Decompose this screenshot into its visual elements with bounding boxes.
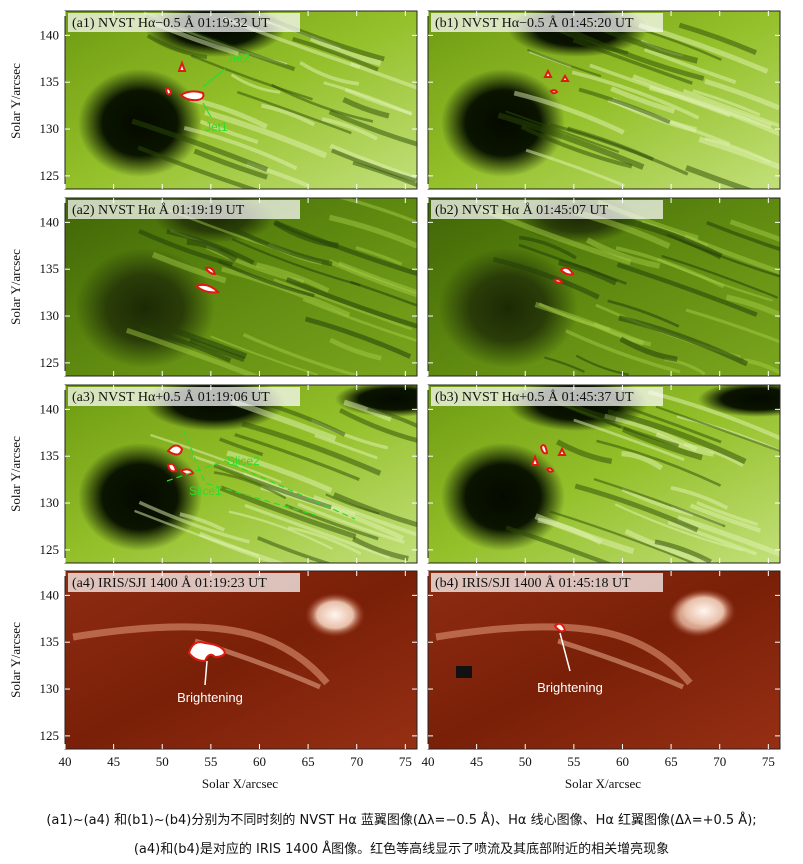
xtick-label: 40 xyxy=(59,754,72,769)
xtick-label: 65 xyxy=(665,754,678,769)
xtick-label: 50 xyxy=(156,754,169,769)
ytick-label: 125 xyxy=(40,542,60,557)
ytick-label: 125 xyxy=(40,355,60,370)
panel-b3-title: (b3) NVST Hα+0.5 Å 01:45:37 UT xyxy=(435,389,634,405)
ylabel-row4: Solar Y/arcsec xyxy=(8,622,23,698)
panel-b3-title-box xyxy=(431,387,663,406)
panel-b1-title-box xyxy=(431,13,663,32)
xtick-label: 45 xyxy=(107,754,120,769)
panel-a2-title: (a2) NVST Hα Å 01:19:19 UT xyxy=(72,202,245,218)
ytick-label: 135 xyxy=(40,261,60,276)
ytick-label: 135 xyxy=(40,74,60,89)
contour xyxy=(543,68,553,78)
xtick-label: 70 xyxy=(350,754,363,769)
ytick-label: 125 xyxy=(40,168,60,183)
ytick-label: 135 xyxy=(40,634,60,649)
ylabel-row1: Solar Y/arcsec xyxy=(8,63,23,139)
panel-a3-title-box xyxy=(68,387,300,406)
contour xyxy=(530,454,540,466)
panel-b2: (b2) NVST Hα Å 01:45:07 UT xyxy=(427,197,781,377)
ytick-label: 125 xyxy=(40,728,60,743)
brightening-label: Brightening xyxy=(177,690,243,705)
jet1-label: Jet1 xyxy=(205,120,228,134)
contour xyxy=(166,444,184,456)
ytick-label: 135 xyxy=(40,448,60,463)
ytick-label: 130 xyxy=(40,495,60,510)
panel-a1-title-box xyxy=(68,13,300,32)
panel-a4: (a4) IRIS/SJI 1400 Å 01:19:23 UT 125 130 13… xyxy=(40,570,418,769)
panel-b1-title: (b1) NVST Hα−0.5 Å 01:45:20 UT xyxy=(435,15,634,31)
ylabel-row3: Solar Y/arcsec xyxy=(8,436,23,512)
panel-a4-title: (a4) IRIS/SJI 1400 Å 01:19:23 UT xyxy=(72,575,267,591)
panel-a3: (a3) NVST Hα+0.5 Å 01:19:06 UT 125 130 135 1… xyxy=(40,384,418,564)
ytick-label: 140 xyxy=(40,214,60,229)
xtick-label: 50 xyxy=(519,754,532,769)
panel-a1: (a1) NVST Hα−0.5 Å 01:19:32 UT 125 130 135 1… xyxy=(40,10,418,190)
xtick-label: 60 xyxy=(616,754,629,769)
caption-line-1: (a1)~(a4) 和(b1)~(b4)分别为不同时刻的 NVST Hα 蓝翼图… xyxy=(46,813,757,828)
jet2-label: Jet2 xyxy=(227,51,250,65)
panel-a3-title: (a3) NVST Hα+0.5 Å 01:19:06 UT xyxy=(72,389,270,405)
panel-b4: (b4) IRIS/SJI 1400 Å 01:45:18 UT 40 45 50 55… xyxy=(422,570,781,769)
panel-b1: (b1) NVST Hα−0.5 Å 01:45:20 UT xyxy=(427,10,781,190)
contour xyxy=(179,90,205,102)
slice1-label: Slice1 xyxy=(189,484,222,498)
panel-a2: (a2) NVST Hα Å 01:19:19 UT 125 130 135 140 xyxy=(40,197,418,377)
xlabel-left: Solar X/arcsec xyxy=(202,776,278,791)
contour xyxy=(552,278,564,284)
contour xyxy=(553,622,567,633)
contour xyxy=(164,87,173,96)
contour xyxy=(545,467,555,473)
xtick-label: 70 xyxy=(713,754,726,769)
xtick-label: 60 xyxy=(253,754,266,769)
ylabel-row2: Solar Y/arcsec xyxy=(8,249,23,325)
contour xyxy=(539,444,549,455)
contour xyxy=(560,74,570,82)
panel-b2-title-box xyxy=(431,200,663,219)
panel-b2-title: (b2) NVST Hα Å 01:45:07 UT xyxy=(435,202,609,218)
contour xyxy=(557,446,567,456)
contour xyxy=(193,283,221,294)
xtick-label: 55 xyxy=(567,754,580,769)
contour xyxy=(549,89,559,95)
xtick-label: 75 xyxy=(399,754,412,769)
slice2-label: Slice2 xyxy=(227,454,260,468)
ytick-label: 130 xyxy=(40,308,60,323)
ytick-label: 140 xyxy=(40,27,60,42)
panel-a1-title: (a1) NVST Hα−0.5 Å 01:19:32 UT xyxy=(72,15,270,31)
contour xyxy=(177,60,187,72)
contour xyxy=(187,641,227,663)
contour xyxy=(204,266,217,276)
ytick-label: 130 xyxy=(40,121,60,136)
panel-a4-title-box xyxy=(68,573,300,592)
caption-line-2: (a4)和(b4)是对应的 IRIS 1400 Å图像。红色等高线显示了喷流及其… xyxy=(133,842,670,857)
figure: (a1) NVST Hα−0.5 Å 01:19:32 UT 125 130 135 1… xyxy=(8,10,781,791)
xlabel-right: Solar X/arcsec xyxy=(565,776,641,791)
brightening-label: Brightening xyxy=(537,680,603,695)
ytick-label: 140 xyxy=(40,587,60,602)
panel-b3: (b3) NVST Hα+0.5 Å 01:45:37 UT xyxy=(427,384,781,564)
contour xyxy=(559,266,575,276)
xtick-label: 45 xyxy=(470,754,483,769)
ytick-label: 130 xyxy=(40,681,60,696)
xtick-label: 75 xyxy=(762,754,775,769)
contour xyxy=(166,462,178,473)
panel-b4-title: (b4) IRIS/SJI 1400 Å 01:45:18 UT xyxy=(435,575,631,591)
xtick-label: 40 xyxy=(422,754,435,769)
xtick-label: 55 xyxy=(204,754,217,769)
panel-b4-title-box xyxy=(431,573,663,592)
xtick-label: 65 xyxy=(302,754,315,769)
ytick-label: 140 xyxy=(40,401,60,416)
panel-a2-title-box xyxy=(68,200,300,219)
